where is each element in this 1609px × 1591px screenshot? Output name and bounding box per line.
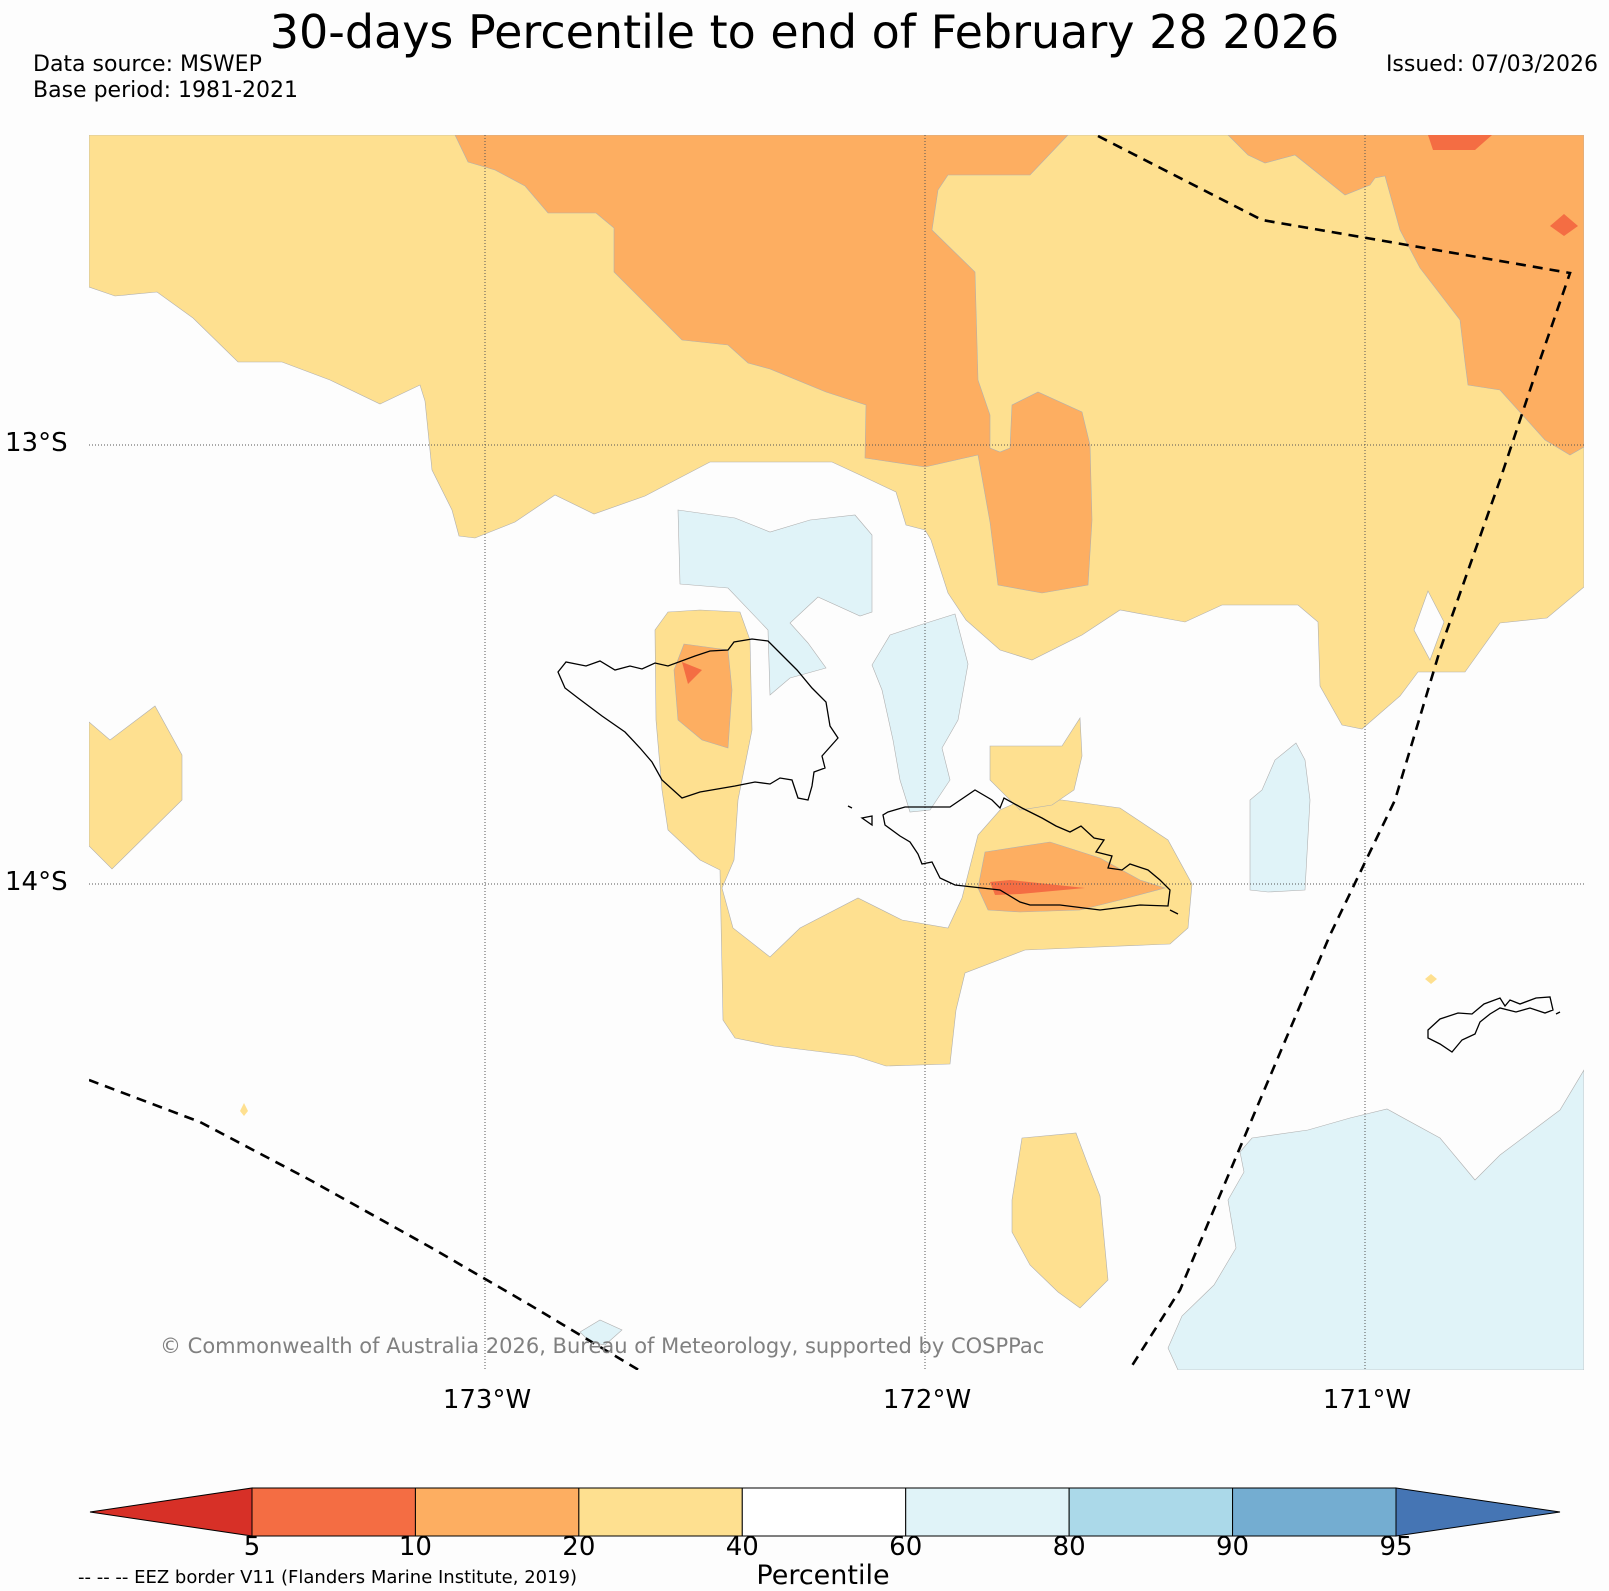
coastline-upolu — [882, 789, 1171, 911]
percentile-area-20-40-south — [1011, 1132, 1109, 1309]
coastline-savaii — [557, 638, 839, 801]
colorbar-segment-40-60 — [741, 1487, 907, 1537]
percentile-area-40-60-notch — [1413, 590, 1445, 661]
lon-label-172w: 172°W — [882, 1385, 972, 1415]
coastline-tutuila — [1427, 996, 1554, 1053]
percentile-area-60-80-east — [1249, 742, 1311, 893]
colorbar — [89, 1487, 1561, 1537]
percentile-area-20-40-west — [89, 705, 183, 870]
coastline-apolima — [847, 805, 853, 809]
percentile-area-20-40-upolu — [654, 609, 1193, 1067]
percentile-area-60-80-central — [677, 509, 873, 696]
percentile-area-5-10-upolu — [682, 662, 702, 684]
colorbar-tick-label: 80 — [1052, 1532, 1086, 1562]
colorbar-segment-5-10 — [251, 1487, 416, 1537]
map-field — [89, 135, 1584, 1370]
percentile-area-60-80-center-strip — [871, 613, 969, 813]
coastlines — [557, 638, 1561, 1053]
percentile-speck-2 — [1425, 974, 1437, 984]
colorbar-tick-label: 5 — [243, 1532, 261, 1562]
colorbar-arrow-low — [89, 1487, 253, 1537]
colorbar-segment-20-40 — [578, 1487, 743, 1537]
colorbar-segment-60-80 — [905, 1487, 1070, 1537]
percentile-area-5-10-nefar — [1428, 135, 1492, 150]
chart-meta-left: Data source: MSWEP Base period: 1981-202… — [33, 52, 298, 104]
colorbar-title: Percentile — [756, 1560, 890, 1591]
copyright-text: © Commonwealth of Australia 2026, Bureau… — [160, 1334, 1045, 1358]
eez-borders — [89, 135, 1572, 1370]
percentile-area-20-40-savaii-east — [989, 717, 1083, 811]
percentile-area-10-20-north — [454, 135, 1093, 594]
colorbar-arrow-high — [1395, 1487, 1561, 1537]
percentile-area-20-40-north — [89, 135, 1584, 730]
colorbar-segment-80-90 — [1068, 1487, 1234, 1537]
coastline-aunuu — [1555, 1011, 1561, 1015]
colorbar-tick-label: 90 — [1216, 1532, 1250, 1562]
percentile-area-10-20-savaii — [977, 841, 1167, 913]
graticule — [89, 135, 1584, 1370]
lon-label-173w: 173°W — [442, 1385, 532, 1415]
percentile-area-10-20-northeast — [1227, 135, 1584, 456]
coastline-upolu-tail — [1169, 909, 1179, 915]
colorbar-segment-10-20 — [414, 1487, 580, 1537]
base-period-text: Base period: 1981-2021 — [33, 78, 298, 103]
colorbar-tick-label: 40 — [725, 1532, 759, 1562]
issued-date-text: Issued: 07/03/2026 — [1385, 52, 1598, 77]
data-source-text: Data source: MSWEP — [33, 52, 262, 77]
colorbar-tick-label: 60 — [889, 1532, 923, 1562]
lon-label-171w: 171°W — [1322, 1385, 1412, 1415]
eez-border-south — [89, 1078, 642, 1370]
colorbar-tick-label: 20 — [562, 1532, 596, 1562]
colorbar-segment-90-95 — [1232, 1487, 1397, 1537]
colorbar-tick-label: 10 — [398, 1532, 432, 1562]
percentile-speck-1 — [240, 1103, 248, 1116]
coastline-manono — [860, 815, 873, 827]
lat-label-13s: 13°S — [5, 428, 68, 458]
percentile-area-60-80-southeast — [1167, 1069, 1584, 1370]
eez-legend-note: -- -- -- EEZ border V11 (Flanders Marine… — [78, 1567, 578, 1588]
chart-title: 30-days Percentile to end of February 28… — [269, 5, 1340, 59]
percentile-area-5-10-ne-spot — [1550, 214, 1578, 236]
lat-label-14s: 14°S — [5, 867, 68, 897]
eez-border-north — [1097, 135, 1572, 1370]
colorbar-tick-label: 95 — [1379, 1532, 1413, 1562]
